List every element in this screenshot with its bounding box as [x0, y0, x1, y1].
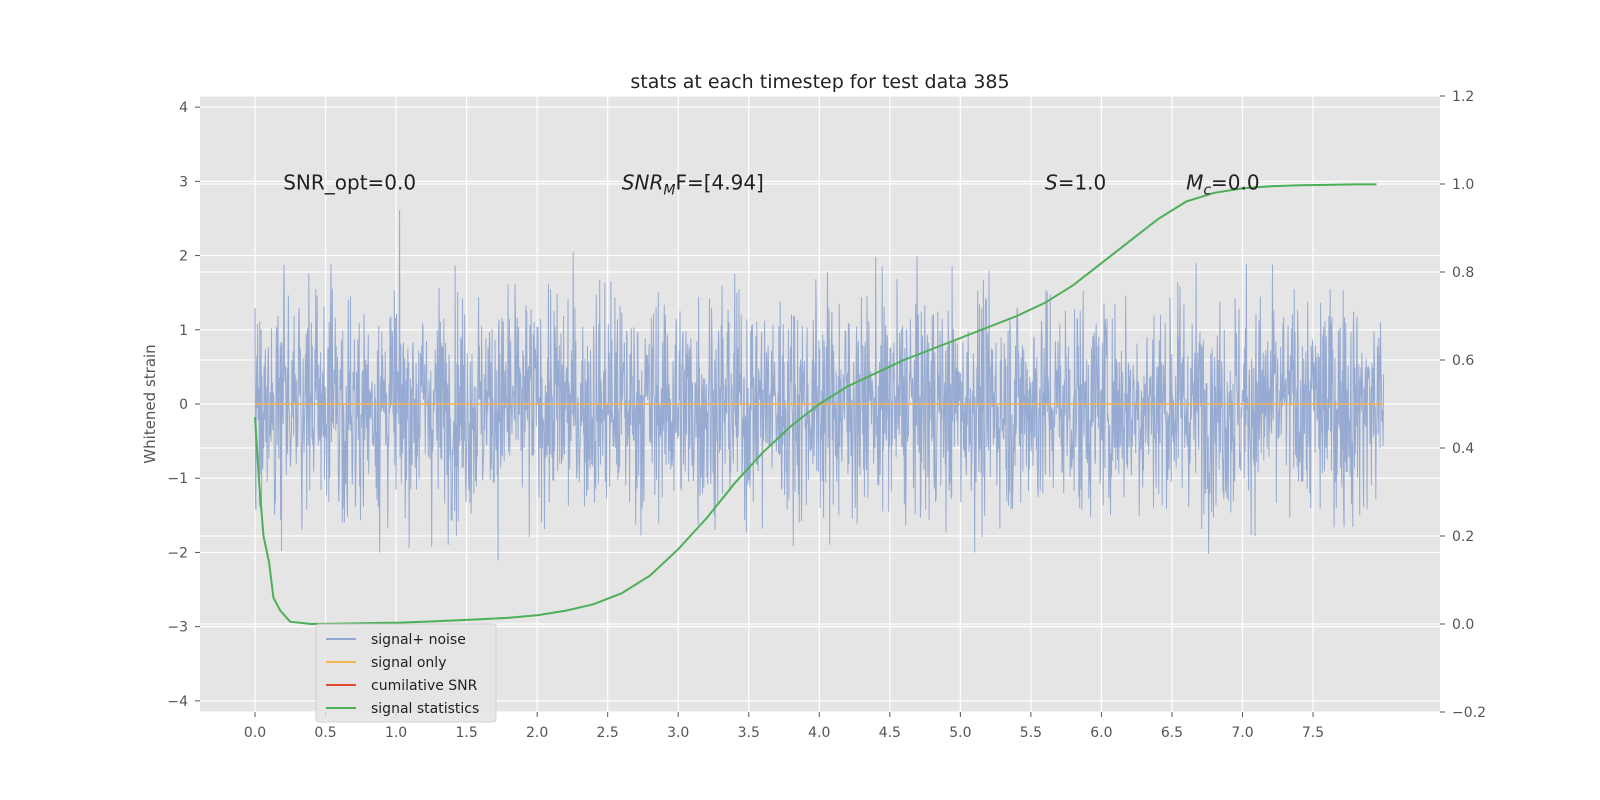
x-tick-label: 7.5 [1302, 725, 1324, 741]
y2-tick-label: −0.2 [1452, 705, 1486, 721]
y-tick-label: 0 [179, 397, 188, 413]
y-axis-left: 4 3 2 1 0 −1 −2 −3 −4 [167, 100, 200, 710]
x-tick-label: 5.0 [949, 725, 971, 741]
annotation-symbol: SNR [622, 170, 664, 194]
x-tick-label: 0.5 [314, 725, 336, 741]
legend-label: cumilative SNR [371, 678, 478, 694]
x-tick-label: 3.0 [667, 725, 689, 741]
x-tick-label: 4.5 [879, 725, 901, 741]
annotation-subscript: M [663, 182, 675, 198]
annotation-value: =1.0 [1058, 170, 1107, 194]
y-axis-label: Whitened strain [141, 344, 159, 463]
chart-title: stats at each timestep for test data 385 [630, 71, 1009, 93]
x-tick-label: 1.0 [385, 725, 407, 741]
y-axis-right: 1.2 1.0 0.8 0.6 0.4 0.2 0.0 −0.2 [1440, 89, 1486, 721]
y2-tick-label: 0.0 [1452, 617, 1474, 633]
legend-label: signal+ noise [371, 632, 466, 648]
annotation-text: SNR_opt=0.0 [283, 170, 416, 194]
x-tick-label: 1.5 [455, 725, 477, 741]
y-tick-label: 3 [179, 174, 188, 190]
legend-label: signal only [371, 655, 446, 671]
y-tick-label: 2 [179, 249, 188, 265]
x-tick-label: 0.0 [244, 725, 266, 741]
annotation: S=1.0 [1045, 170, 1106, 194]
y2-tick-label: 0.6 [1452, 353, 1474, 369]
x-axis: 0.0 0.5 1.0 1.5 2.0 2.5 3.0 3.5 4.0 4.5 5.0 5.5 6.0 6… [244, 712, 1324, 741]
annotation-symbol: S [1045, 170, 1058, 194]
y2-tick-label: 0.8 [1452, 265, 1474, 281]
y-tick-label: −2 [167, 545, 188, 561]
y-tick-label: 4 [179, 100, 188, 116]
annotation: SNR_opt=0.0 [283, 170, 416, 194]
x-tick-label: 2.5 [597, 725, 619, 741]
annotation-value: =0.0 [1211, 170, 1260, 194]
x-tick-label: 7.0 [1231, 725, 1253, 741]
y-tick-label: −4 [167, 694, 188, 710]
annotation-subscript: c [1203, 182, 1211, 198]
annotations: SNR_opt=0.0 SNRMF=[4.94] S=1.0 Mc=0.0 [283, 170, 1259, 198]
y2-tick-label: 0.4 [1452, 441, 1474, 457]
y2-tick-label: 1.0 [1452, 177, 1474, 193]
signal-plus-noise-series [254, 209, 1385, 561]
y2-tick-label: 1.2 [1452, 89, 1474, 105]
annotation: SNRMF=[4.94] [622, 170, 764, 198]
x-tick-label: 5.5 [1020, 725, 1042, 741]
y-tick-label: 1 [179, 323, 188, 339]
x-tick-label: 6.5 [1161, 725, 1183, 741]
annotation-value: F=[4.94] [675, 170, 763, 194]
legend-label: signal statistics [371, 701, 479, 717]
x-tick-label: 4.0 [808, 725, 830, 741]
signal-plus-noise-line [254, 209, 1385, 561]
y-tick-label: −3 [167, 620, 188, 636]
annotation: Mc=0.0 [1186, 170, 1260, 198]
legend-box [315, 623, 497, 723]
x-tick-label: 3.5 [738, 725, 760, 741]
y-tick-label: −1 [167, 471, 188, 487]
x-tick-label: 6.0 [1090, 725, 1112, 741]
y2-tick-label: 0.2 [1452, 529, 1474, 545]
annotation-symbol: M [1186, 170, 1203, 194]
legend: signal+ noise signal only cumilative SNR si… [315, 623, 497, 723]
x-tick-label: 2.0 [526, 725, 548, 741]
